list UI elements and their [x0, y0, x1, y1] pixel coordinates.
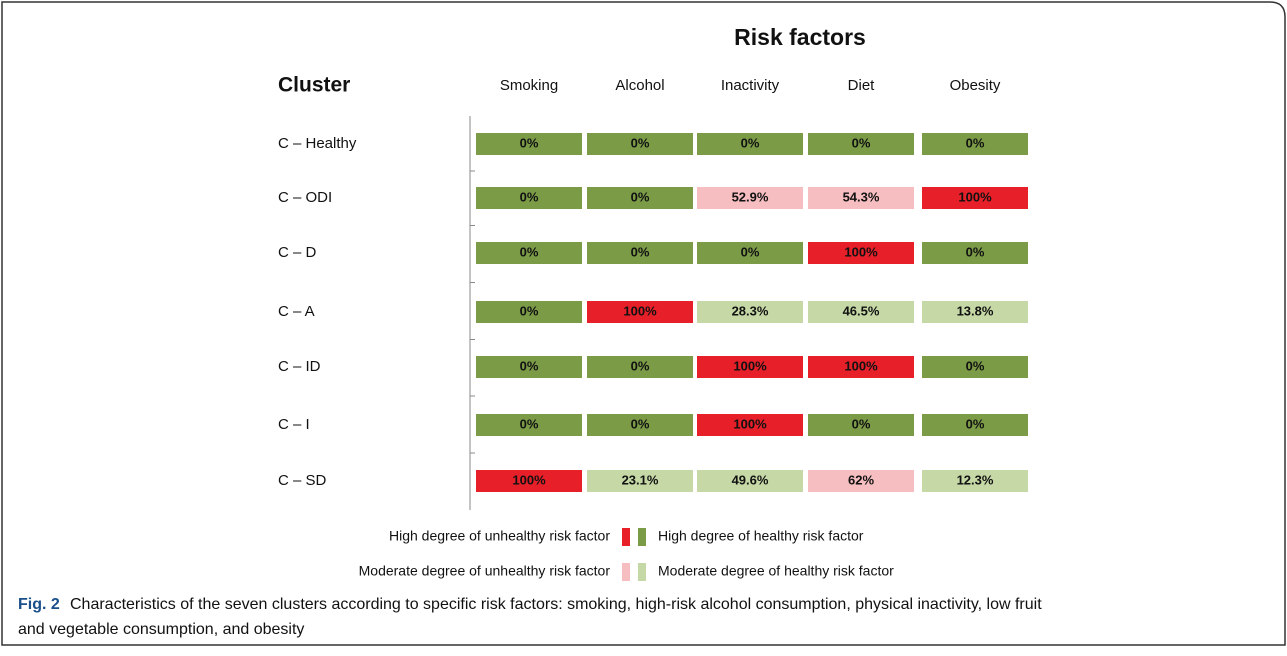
cell-label: 0% [966, 244, 985, 259]
cell-label: 62% [848, 472, 874, 487]
cell [808, 356, 914, 378]
cell-label: 100% [844, 244, 878, 259]
row-label: C – Healthy [278, 135, 357, 152]
chart-title: Risk factors [734, 24, 866, 50]
cell-label: 0% [631, 135, 650, 150]
cell-label: 52.9% [732, 189, 769, 204]
cell-label: 0% [966, 358, 985, 373]
cell-label: 0% [631, 358, 650, 373]
cell-label: 49.6% [732, 472, 769, 487]
legend-label: High degree of healthy risk factor [658, 528, 864, 544]
cell [808, 133, 914, 155]
cell-label: 28.3% [732, 303, 769, 318]
legend-swatch [622, 563, 630, 581]
cell-label: 100% [958, 189, 992, 204]
cell-label: 0% [852, 135, 871, 150]
cell-label: 0% [520, 189, 539, 204]
cell-label: 100% [733, 416, 767, 431]
cell [922, 470, 1028, 492]
cell [922, 356, 1028, 378]
cell-label: 100% [844, 358, 878, 373]
cell [697, 470, 803, 492]
cell [697, 356, 803, 378]
row-label: C – I [278, 416, 310, 433]
column-header: Inactivity [721, 77, 780, 94]
cell [587, 301, 693, 323]
row-label: C – ODI [278, 189, 332, 206]
cell [808, 242, 914, 264]
row-label: C – A [278, 303, 315, 320]
cell-label: 0% [520, 303, 539, 318]
cell [922, 242, 1028, 264]
cell [697, 301, 803, 323]
cell-label: 46.5% [843, 303, 880, 318]
cell-label: 0% [741, 135, 760, 150]
cell-label: 0% [520, 358, 539, 373]
cell-label: 0% [520, 135, 539, 150]
cell [476, 470, 582, 492]
cell-label: 100% [733, 358, 767, 373]
cell [697, 187, 803, 209]
cell [587, 414, 693, 436]
cell [808, 414, 914, 436]
cell [476, 187, 582, 209]
cell [697, 242, 803, 264]
cell [476, 242, 582, 264]
cell [922, 187, 1028, 209]
legend-label: High degree of unhealthy risk factor [389, 528, 610, 544]
cell [587, 187, 693, 209]
caption-text: and vegetable consumption, and obesity [18, 621, 304, 638]
cell [922, 133, 1028, 155]
cell [922, 414, 1028, 436]
cell-label: 12.3% [957, 472, 994, 487]
cell [587, 356, 693, 378]
cell-label: 23.1% [622, 472, 659, 487]
cell [922, 301, 1028, 323]
cell [476, 356, 582, 378]
legend-swatch [638, 528, 646, 546]
caption-label: Fig. 2 [18, 596, 60, 613]
row-label: C – D [278, 244, 317, 261]
row-label: C – ID [278, 358, 321, 375]
cell-label: 0% [631, 189, 650, 204]
legend-swatch [622, 528, 630, 546]
cell-label: 13.8% [957, 303, 994, 318]
cell-label: 0% [520, 244, 539, 259]
column-header: Smoking [500, 77, 558, 94]
legend-label: Moderate degree of unhealthy risk factor [359, 563, 611, 579]
legend-label: Moderate degree of healthy risk factor [658, 563, 894, 579]
cell [697, 414, 803, 436]
y-axis-label: Cluster [278, 74, 350, 97]
cell-label: 0% [966, 416, 985, 431]
column-header: Diet [848, 77, 876, 94]
cell [587, 133, 693, 155]
row-label: C – SD [278, 472, 327, 489]
legend-swatch [638, 563, 646, 581]
cell [808, 301, 914, 323]
cell [476, 414, 582, 436]
cell [476, 301, 582, 323]
cell-label: 0% [852, 416, 871, 431]
cell [697, 133, 803, 155]
caption-text: Characteristics of the seven clusters ac… [70, 596, 1042, 613]
cell-label: 0% [631, 244, 650, 259]
cell-label: 54.3% [843, 189, 880, 204]
column-header: Alcohol [615, 77, 664, 94]
cell [808, 187, 914, 209]
cell-label: 100% [623, 303, 657, 318]
column-header: Obesity [950, 77, 1001, 94]
cell-label: 0% [631, 416, 650, 431]
cell-label: 100% [512, 472, 546, 487]
cell-label: 0% [741, 244, 760, 259]
cell-label: 0% [966, 135, 985, 150]
cell [808, 470, 914, 492]
cell-label: 0% [520, 416, 539, 431]
cell [587, 242, 693, 264]
cell [587, 470, 693, 492]
cell [476, 133, 582, 155]
